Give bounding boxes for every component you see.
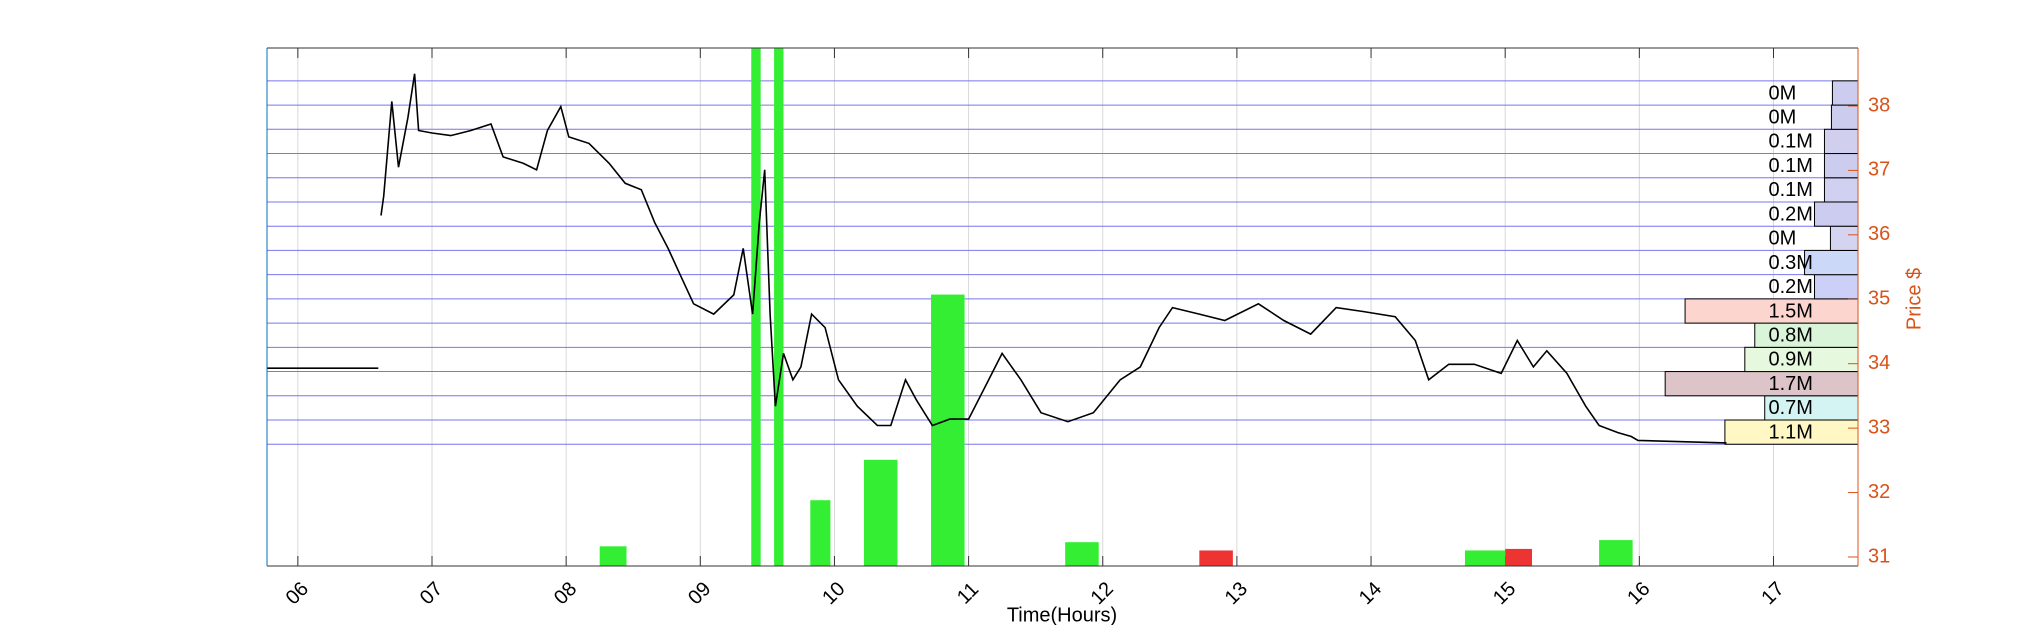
profile-label: 0.9M: [1769, 349, 1813, 371]
profile-label: 0M: [1769, 106, 1797, 128]
profile-label: 0M: [1769, 228, 1797, 250]
profile-label: 0.2M: [1769, 276, 1813, 298]
profile-label: 0.2M: [1769, 203, 1813, 225]
y-tick-label: 31: [1868, 545, 1890, 567]
volume-bar: [751, 48, 761, 566]
x-tick-label: 15: [1489, 578, 1520, 609]
profile-bar: [1664, 371, 1859, 397]
profile-bar: [1814, 201, 1859, 227]
x-tick-label: 14: [1355, 578, 1386, 609]
profile-bar: [1744, 346, 1859, 373]
profile-label: 0.1M: [1769, 179, 1813, 201]
y-tick-label: 38: [1868, 94, 1890, 116]
y-tick-label: 33: [1868, 416, 1890, 438]
profile-bar: [1829, 225, 1859, 251]
profile-label: 0.1M: [1769, 131, 1813, 153]
profile-bar: [1823, 177, 1859, 203]
x-tick-label: 09: [684, 578, 715, 609]
y-tick-label: 37: [1868, 159, 1890, 181]
x-tick-label: 17: [1757, 578, 1788, 609]
y-tick-label: 35: [1868, 288, 1890, 310]
y-tick-label: 32: [1868, 481, 1890, 503]
volume-bar: [1199, 550, 1233, 566]
x-tick-label: 08: [550, 578, 581, 609]
x-tick-label: 11: [953, 578, 983, 608]
profile-bar: [1754, 322, 1859, 348]
profile-bar: [1684, 298, 1859, 324]
profile-label: 1.7M: [1769, 373, 1813, 395]
y-tick-label: 36: [1868, 223, 1890, 245]
profile-bar: [1823, 153, 1859, 179]
profile-label: 0.1M: [1769, 155, 1813, 177]
volume-bar: [931, 294, 965, 566]
x-tick-label: 16: [1623, 578, 1654, 609]
x-tick-label: 10: [818, 578, 849, 609]
x-tick-label: 07: [416, 578, 447, 609]
profile-label: 0.8M: [1769, 325, 1813, 347]
volume-bar: [1599, 540, 1633, 566]
volume-bar: [863, 459, 898, 566]
profile-label: 1.1M: [1769, 421, 1813, 443]
y-tick-label: 34: [1868, 352, 1890, 374]
volume-bar: [1505, 548, 1533, 566]
volume-bar: [774, 48, 784, 566]
profile-bar: [1830, 104, 1859, 130]
profile-bar: [1814, 274, 1859, 300]
profile-bar: [1831, 80, 1859, 106]
profile-label: 0.3M: [1769, 252, 1813, 274]
y-axis-label: Price $: [1903, 268, 1925, 330]
volume-bar: [1464, 550, 1506, 566]
x-tick-label: 13: [1221, 578, 1252, 609]
profile-label: 0M: [1769, 82, 1797, 104]
profile-label: 1.5M: [1769, 300, 1813, 322]
x-tick-label: 06: [282, 578, 313, 609]
volume-bar: [1065, 542, 1099, 566]
profile-bar: [1823, 128, 1859, 155]
profile-bar: [1804, 249, 1859, 276]
profile-label: 0.7M: [1769, 397, 1813, 419]
x-axis-label: Time(Hours): [1007, 604, 1117, 625]
volume-bar: [599, 546, 627, 566]
volume-bar: [810, 500, 831, 566]
profile-bar: [1724, 419, 1859, 445]
price-line: [267, 73, 1727, 444]
